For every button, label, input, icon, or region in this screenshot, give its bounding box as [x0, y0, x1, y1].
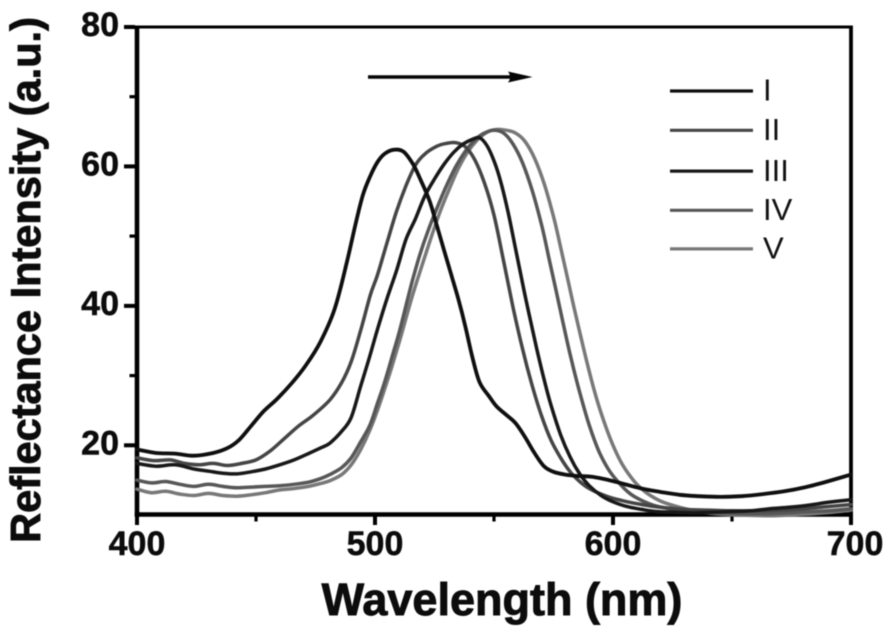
svg-text:40: 40 — [81, 285, 119, 323]
svg-text:IV: IV — [763, 192, 793, 227]
svg-text:I: I — [763, 73, 772, 108]
svg-text:60: 60 — [81, 145, 119, 183]
svg-text:80: 80 — [81, 6, 119, 44]
svg-text:20: 20 — [81, 424, 119, 462]
svg-text:III: III — [763, 153, 789, 188]
svg-text:600: 600 — [585, 525, 642, 563]
svg-text:400: 400 — [109, 525, 166, 563]
svg-text:V: V — [763, 231, 784, 266]
svg-text:Wavelength (nm): Wavelength (nm) — [322, 574, 683, 625]
svg-text:II: II — [763, 112, 780, 147]
svg-text:700: 700 — [827, 525, 884, 563]
svg-text:Reflectance Intensity (a.u.): Reflectance Intensity (a.u.) — [2, 17, 49, 543]
svg-text:500: 500 — [347, 525, 404, 563]
